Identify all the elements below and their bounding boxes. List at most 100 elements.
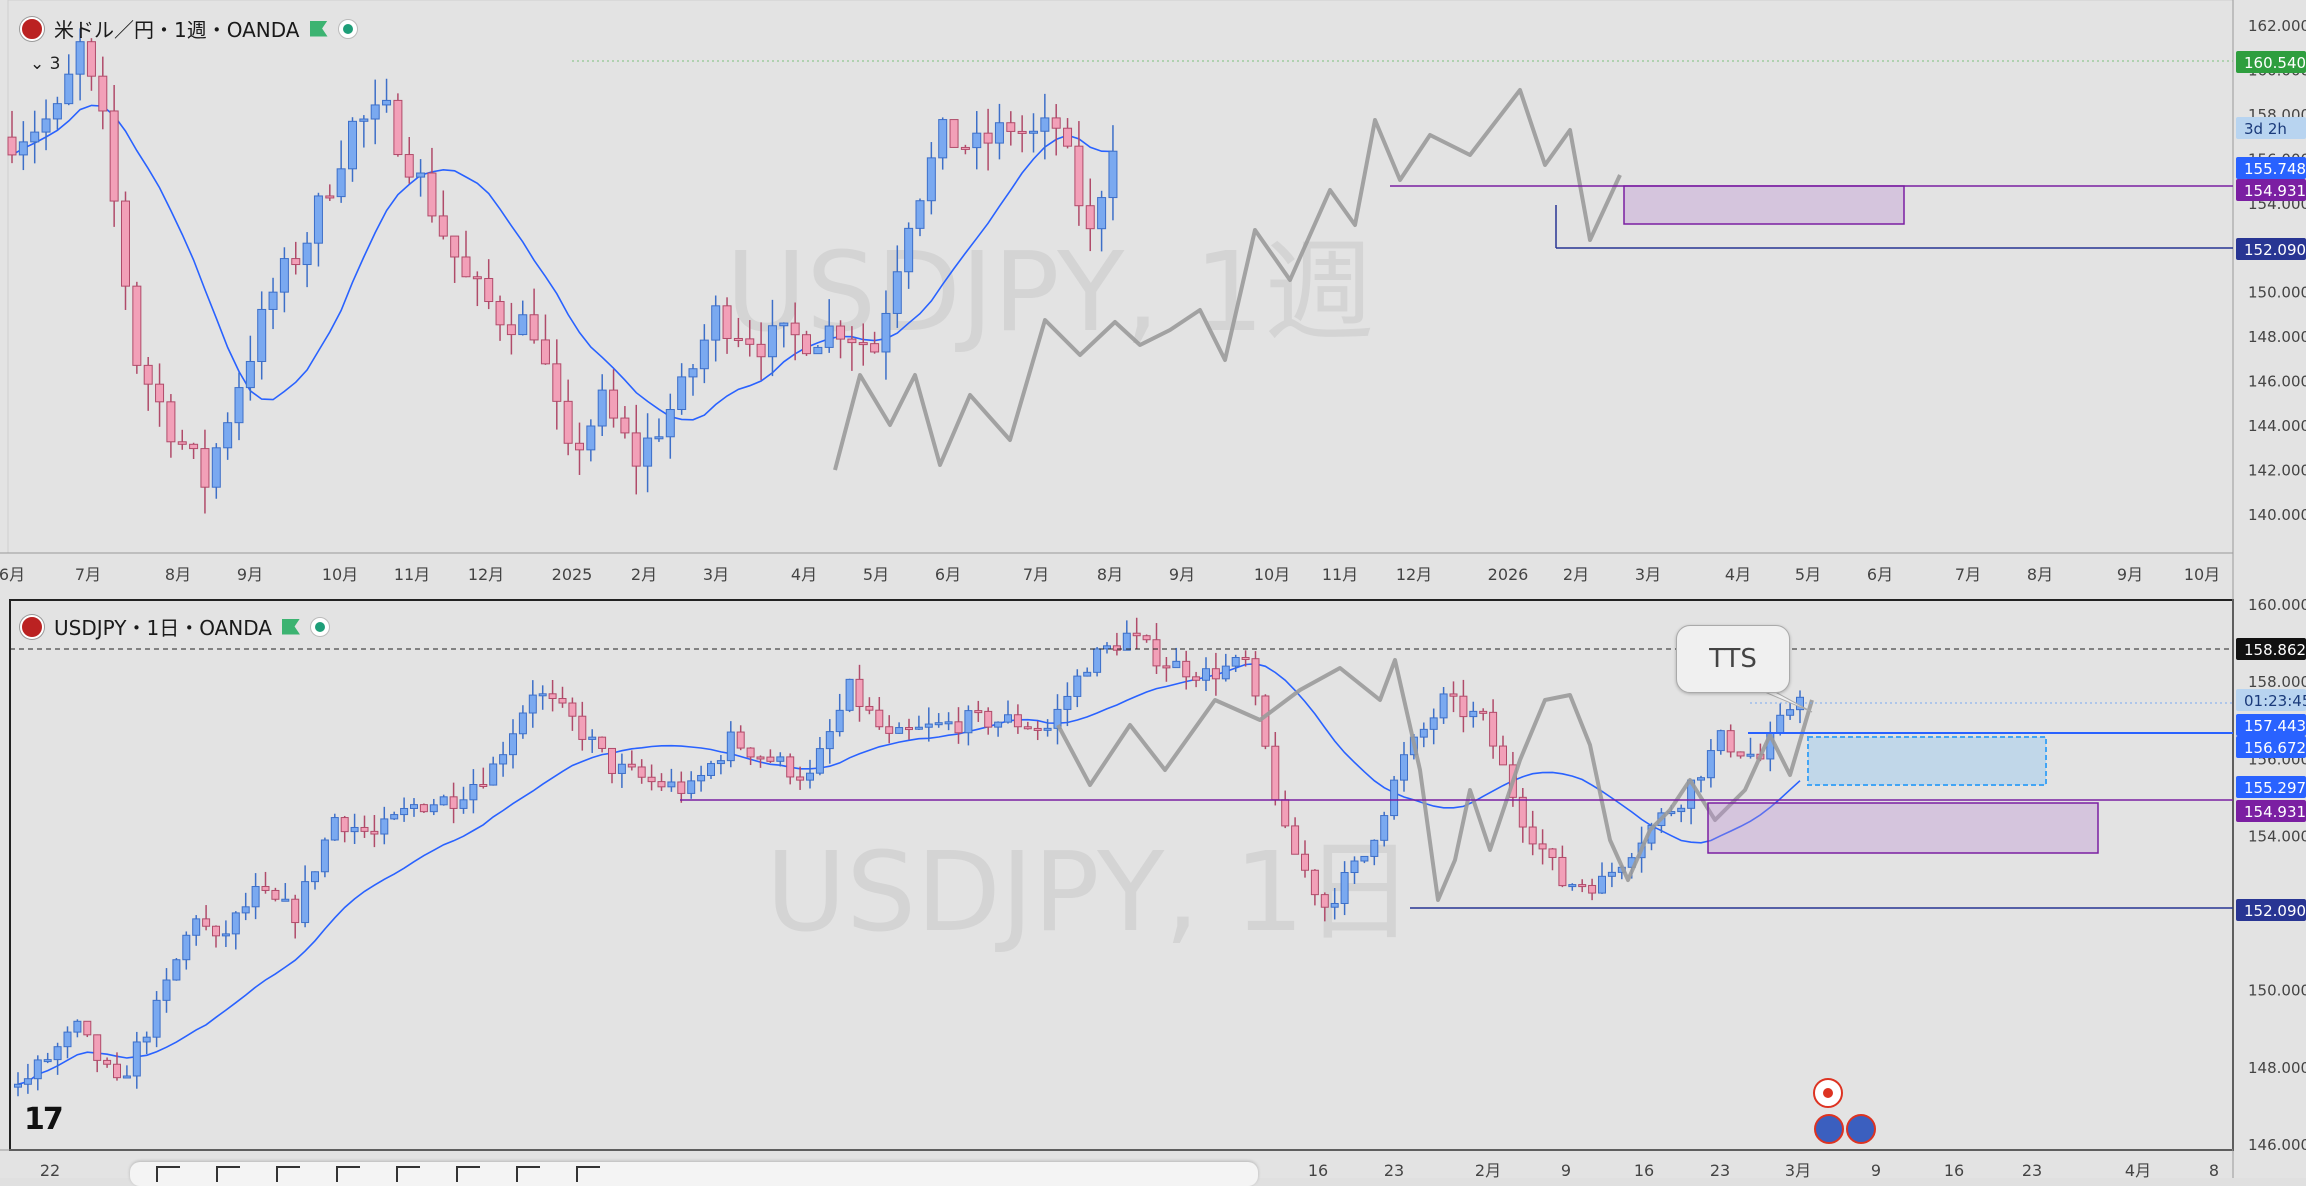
candle — [960, 146, 970, 150]
collapse-indicators-button[interactable]: ⌄ 3 — [30, 54, 61, 74]
candle — [745, 338, 755, 345]
brush-icon[interactable] — [336, 1166, 360, 1182]
zoom-icon[interactable] — [516, 1166, 540, 1182]
candle — [18, 141, 28, 156]
time-tick: 23 — [1384, 1161, 1404, 1178]
us-event-icon[interactable] — [1814, 1114, 1844, 1144]
candle — [767, 325, 777, 358]
candle — [350, 826, 359, 833]
time-tick: 5月 — [863, 565, 889, 584]
candle — [52, 103, 62, 120]
time-tick: 8月 — [165, 565, 191, 584]
bottom-chart-title[interactable]: USDJPY・1日・OANDA — [54, 616, 272, 640]
candle — [291, 898, 300, 924]
candle — [836, 325, 846, 340]
price-badge-label: 152.090 — [2244, 241, 2306, 259]
candle — [1182, 660, 1191, 678]
candle — [1588, 884, 1597, 894]
candle — [1489, 711, 1498, 747]
time-tick: 7月 — [1023, 565, 1049, 584]
time-tick: 5月 — [1795, 565, 1821, 584]
price-badge — [2236, 714, 2306, 736]
candle — [271, 889, 280, 900]
candle — [779, 322, 789, 327]
candle — [1291, 825, 1300, 855]
measure-icon[interactable] — [456, 1166, 480, 1182]
candle — [279, 258, 289, 293]
candle — [881, 312, 891, 353]
magnet-icon[interactable] — [576, 1166, 600, 1182]
candle — [1103, 645, 1111, 650]
candle — [934, 722, 943, 726]
purple-zone — [1623, 185, 1905, 225]
candle — [677, 376, 687, 411]
candle — [1340, 872, 1349, 904]
candle — [699, 339, 709, 370]
candle — [142, 1036, 151, 1043]
candle — [598, 736, 607, 749]
bottom-chart-header[interactable]: USDJPY・1日・OANDA — [20, 612, 330, 641]
fib-icon[interactable] — [276, 1166, 300, 1182]
market-status-icon[interactable] — [337, 18, 358, 39]
price-tick: 148.000 — [2248, 1059, 2306, 1077]
candle — [393, 99, 403, 156]
candle — [1033, 727, 1042, 731]
candle — [166, 401, 176, 443]
time-tick: 9月 — [1169, 565, 1195, 584]
candle — [251, 886, 260, 908]
candle — [1419, 728, 1428, 738]
price-tick: 154.000 — [2248, 827, 2306, 845]
market-status-icon[interactable] — [309, 616, 330, 637]
text-icon[interactable] — [396, 1166, 420, 1182]
candle — [924, 723, 933, 728]
candle — [439, 796, 448, 806]
candle — [813, 346, 823, 355]
time-tick: 16 — [1634, 1161, 1654, 1178]
candle — [109, 110, 119, 202]
candle — [944, 721, 953, 725]
candle — [41, 118, 51, 133]
candle — [348, 120, 357, 170]
top-chart-title[interactable]: 米ドル／円・1週・OANDA — [54, 18, 300, 42]
candle — [586, 425, 596, 451]
candle — [1073, 675, 1082, 697]
candle — [1043, 727, 1052, 731]
price-badge — [2236, 117, 2306, 139]
candle — [688, 368, 698, 378]
crosshair-icon[interactable] — [156, 1166, 180, 1182]
candle — [234, 387, 244, 424]
candle — [926, 157, 936, 202]
flag-icon[interactable] — [281, 618, 300, 635]
time-tick: 9 — [1561, 1161, 1571, 1178]
tts-callout[interactable]: TTS — [1676, 625, 1790, 693]
candle — [1499, 745, 1507, 766]
price-badge-label: 01:23:45 — [2244, 692, 2306, 710]
candle — [733, 337, 743, 341]
trendline-icon[interactable] — [216, 1166, 240, 1182]
candle — [1132, 632, 1141, 637]
candle — [495, 301, 505, 326]
candle — [609, 389, 619, 419]
time-tick: 4月 — [1725, 565, 1751, 584]
candle — [1459, 695, 1468, 718]
daily-ma-line — [17, 662, 1801, 1086]
candle — [865, 705, 874, 711]
flag-icon[interactable] — [309, 20, 328, 37]
candle — [182, 934, 191, 961]
price-badge — [2236, 776, 2306, 798]
drawing-toolbar[interactable] — [130, 1162, 1258, 1186]
candle — [972, 132, 982, 149]
candle — [64, 73, 74, 105]
top-chart-header[interactable]: 米ドル／円・1週・OANDA — [20, 14, 358, 43]
candle — [790, 322, 800, 336]
economic-event-icon[interactable] — [1813, 1078, 1843, 1108]
candle — [461, 256, 471, 278]
candle — [268, 291, 278, 310]
us-event-icon[interactable] — [1846, 1114, 1876, 1144]
candle — [1558, 856, 1567, 887]
candle — [665, 409, 675, 438]
candle — [1400, 754, 1408, 781]
time-tick: 3月 — [703, 565, 729, 584]
